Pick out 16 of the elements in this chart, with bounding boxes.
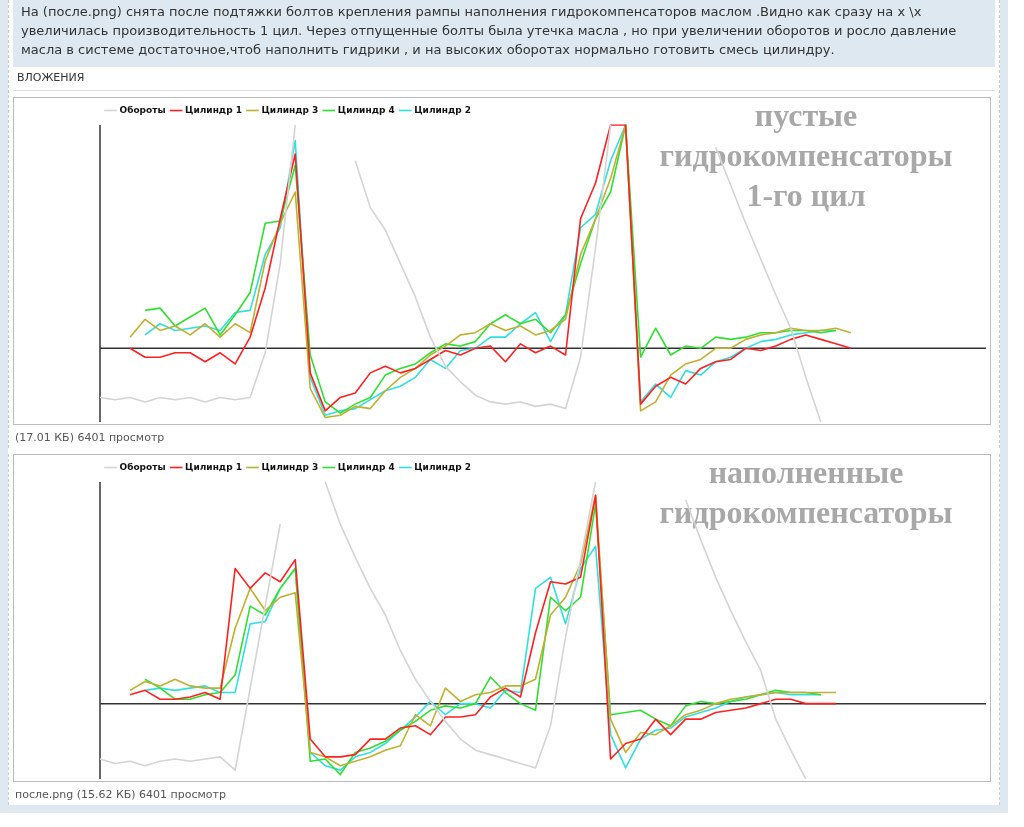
legend-label: Цилиндр 1 xyxy=(185,461,242,472)
annotation: пустые гидрокомпенсаторы 1-го цил xyxy=(659,97,953,214)
legend-label: Цилиндр 4 xyxy=(337,461,395,472)
annotation: наполненные гидрокомпенсаторы xyxy=(659,454,953,531)
legend-label: Цилиндр 2 xyxy=(414,461,472,472)
legend-label: Обороты xyxy=(119,461,166,472)
chart-title: На (после.png) снята после подтяжки болтов крепления рампы наполнения гидрокомпенсаторов маслом .Видно как сразу на х \х увеличилась производительность 1 цил. Через отпущенные болты была утечка масла , но при увеличении оборотов и росло давление масла в системе достаточное,чтоб наполнить гидрики , и на высоких оборотах нормально готовить смесь цилиндру. xyxy=(13,0,995,67)
legend-label: Цилиндр 3 xyxy=(261,461,319,472)
legend-label: Обороты xyxy=(119,104,166,115)
legend-label: Цилиндр 2 xyxy=(414,104,472,115)
legend-label: Цилиндр 4 xyxy=(337,104,395,115)
text: (17.01 КБ) 6401 просмотр xyxy=(14,430,166,446)
legend-label: Цилиндр 3 xyxy=(261,104,319,115)
text: после.png (15.62 КБ) 6401 просмотр xyxy=(14,787,227,803)
chart-subtitle: ВЛОЖЕНИЯ xyxy=(13,67,995,91)
legend-label: Цилиндр 1 xyxy=(185,104,242,115)
